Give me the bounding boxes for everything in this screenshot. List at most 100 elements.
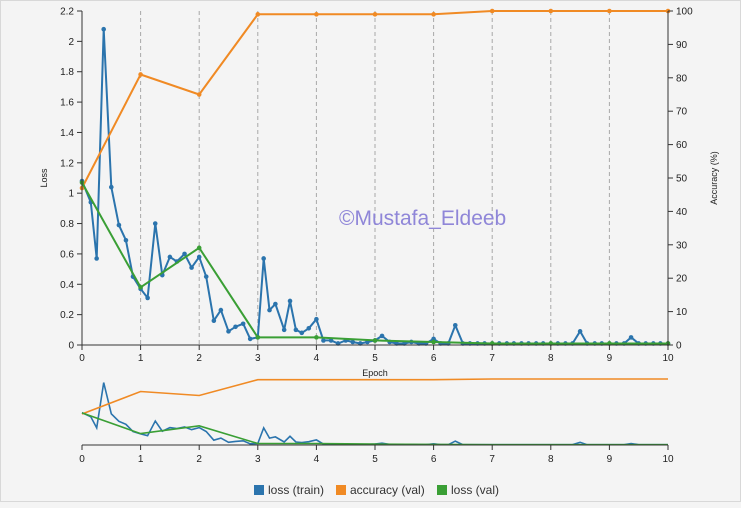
data-point-loss_train (350, 339, 356, 345)
x-tick-label-8: 8 (548, 353, 554, 364)
data-point-loss_train (299, 330, 305, 336)
overview-x-tick-label-2: 2 (196, 454, 202, 465)
data-point-accuracy_val (314, 12, 319, 17)
x-tick-label-7: 7 (489, 353, 495, 364)
y-left-tick-label-1.2: 1.2 (60, 158, 74, 169)
y-right-tick-label-10: 10 (676, 307, 688, 318)
x-tick-label-5: 5 (372, 353, 378, 364)
data-point-loss_val (372, 338, 378, 343)
overview-x-tick-label-6: 6 (431, 454, 437, 465)
data-point-accuracy_val (138, 72, 143, 77)
data-point-loss_val (255, 335, 261, 340)
data-point-loss_train (233, 324, 238, 330)
series-layer (79, 8, 671, 346)
x-axis-title: Epoch (362, 368, 388, 378)
x-tick-label-1: 1 (138, 353, 144, 364)
y-right-tick-label-20: 20 (676, 274, 688, 285)
data-point-loss_train (452, 322, 458, 328)
legend-label-accuracy_val: accuracy (val) (350, 483, 425, 497)
data-point-accuracy_val (431, 12, 436, 17)
data-point-loss_train (145, 295, 150, 301)
data-point-loss_train (101, 26, 106, 32)
data-point-loss_train (379, 333, 385, 339)
data-point-loss_train (116, 222, 122, 228)
watermark-text: ©Mustafa_Eldeeb (339, 207, 506, 230)
legend-swatch-accuracy_val (336, 485, 346, 495)
data-point-accuracy_val (489, 8, 495, 14)
data-point-accuracy_val (196, 92, 202, 97)
data-point-loss_train (182, 251, 187, 257)
x-tick-label-10: 10 (662, 353, 674, 364)
overview-x-tick-label-5: 5 (372, 454, 378, 465)
y-right-tick-label-0: 0 (676, 341, 682, 352)
data-point-accuracy_val (548, 8, 554, 14)
data-point-loss_train (211, 318, 217, 324)
overview-x-tick-label-9: 9 (607, 454, 613, 465)
data-point-loss_train (94, 256, 99, 261)
x-tick-label-0: 0 (79, 353, 85, 364)
data-point-loss_train (261, 256, 266, 261)
data-point-loss_train (273, 301, 278, 307)
y-right-tick-label-100: 100 (676, 7, 693, 18)
data-point-loss_train (281, 327, 287, 333)
data-point-loss_train (267, 307, 272, 313)
legend-label-loss_train: loss (train) (268, 483, 324, 497)
data-point-loss_train (196, 254, 202, 260)
x-tick-label-3: 3 (255, 353, 261, 364)
x-tick-label-2: 2 (196, 353, 202, 364)
axes-layer: 00.20.40.60.811.21.41.61.822.20102030405… (39, 7, 719, 379)
legend-swatch-loss_val (437, 485, 447, 495)
data-point-loss_train (240, 321, 246, 327)
x-tick-label-4: 4 (314, 353, 320, 364)
main-grid (140, 11, 610, 345)
data-point-loss_train (189, 265, 194, 270)
y-left-tick-label-0.8: 0.8 (60, 219, 74, 230)
data-point-loss_train (287, 298, 293, 304)
data-point-loss_train (226, 329, 231, 334)
overview-x-tick-label-8: 8 (548, 454, 554, 465)
data-point-loss_val (138, 285, 143, 290)
data-point-loss_train (123, 237, 129, 243)
x-tick-label-9: 9 (607, 353, 613, 364)
y-right-tick-label-80: 80 (676, 73, 688, 84)
y-left-tick-label-0: 0 (68, 341, 74, 352)
y-left-tick-label-2.2: 2.2 (60, 7, 74, 18)
legend: loss (train) accuracy (val) loss (val) (254, 483, 499, 497)
y-right-tick-label-70: 70 (676, 107, 688, 118)
overview-x-tick-label-0: 0 (79, 454, 85, 465)
y-left-tick-label-1.6: 1.6 (60, 98, 74, 109)
data-point-loss_train (167, 254, 173, 260)
data-point-loss_train (628, 335, 634, 340)
overview-x-tick-label-7: 7 (489, 454, 495, 465)
y-left-tick-label-1: 1 (68, 189, 74, 200)
data-point-loss_train (314, 316, 319, 322)
data-point-loss_train (306, 326, 312, 331)
overview-line-accuracy_val (81, 378, 668, 415)
data-point-loss_train (203, 274, 209, 279)
data-point-loss_train (218, 307, 224, 313)
y-left-tick-label-0.2: 0.2 (60, 310, 74, 321)
data-point-loss_train (152, 221, 158, 226)
y-right-tick-label-40: 40 (676, 207, 688, 218)
data-point-loss_train (247, 336, 253, 342)
data-point-accuracy_val (255, 12, 261, 17)
data-point-loss_val (314, 335, 319, 340)
data-point-loss_train (109, 184, 114, 190)
data-point-accuracy_val (372, 12, 378, 17)
data-point-loss_val (431, 339, 436, 345)
y-right-tick-label-60: 60 (676, 140, 688, 151)
y-left-tick-label-1.8: 1.8 (60, 67, 74, 78)
overview-x-tick-label-3: 3 (255, 454, 261, 465)
overview-chart[interactable]: 0 1 2 3 4 5 6 7 8 9 10 (79, 378, 674, 465)
overview-line-loss_val (81, 412, 668, 446)
overview-x-tick-label-10: 10 (662, 454, 674, 465)
data-point-loss_val (196, 245, 202, 251)
y-left-tick-label-1.4: 1.4 (60, 128, 74, 139)
data-point-loss_train (328, 338, 334, 343)
overview-x-tick-label-4: 4 (314, 454, 320, 465)
data-point-loss_train (321, 338, 326, 343)
legend-label-loss_val: loss (val) (451, 483, 499, 497)
overview-line-loss_train (81, 382, 668, 446)
x-tick-label-6: 6 (431, 353, 437, 364)
